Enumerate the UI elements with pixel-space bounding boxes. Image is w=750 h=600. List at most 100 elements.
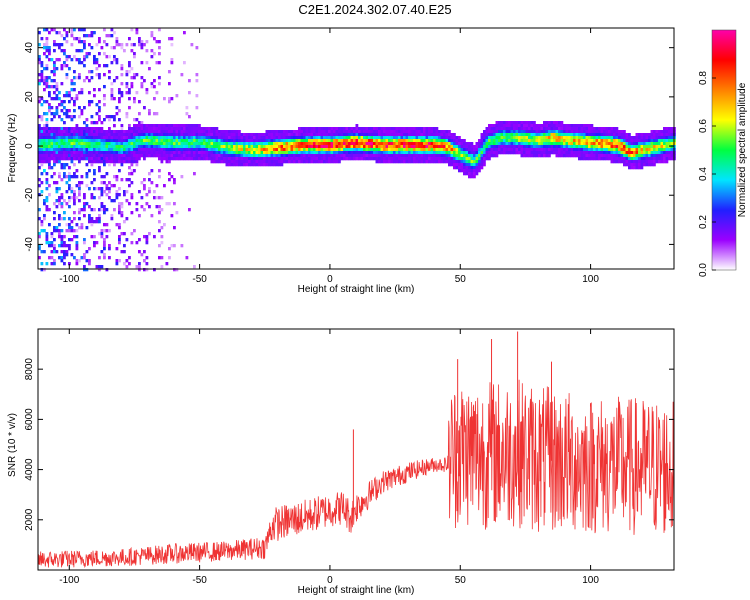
heatmap-cell bbox=[378, 151, 381, 155]
heatmap-cell bbox=[135, 154, 139, 158]
heatmap-cell bbox=[370, 157, 374, 161]
heatmap-cell bbox=[588, 139, 591, 143]
heatmap-cell bbox=[60, 139, 64, 143]
heatmap-cell bbox=[128, 64, 131, 68]
heatmap-cell bbox=[160, 196, 164, 200]
heatmap-cell bbox=[300, 160, 304, 164]
heatmap-cell bbox=[600, 130, 604, 134]
heatmap-cell bbox=[55, 250, 59, 254]
heatmap-cell bbox=[138, 112, 141, 116]
heatmap-cell bbox=[348, 151, 351, 155]
heatmap-cell bbox=[148, 133, 151, 137]
heatmap-cell bbox=[375, 154, 379, 158]
heatmap-cell bbox=[343, 139, 346, 143]
heatmap-cell bbox=[478, 145, 481, 149]
heatmap-cell bbox=[655, 133, 659, 137]
heatmap-cell bbox=[585, 130, 589, 134]
heatmap-cell bbox=[528, 154, 531, 158]
heatmap-cell bbox=[598, 151, 601, 155]
heatmap-cell bbox=[158, 151, 161, 155]
heatmap-cell bbox=[133, 142, 136, 146]
heatmap-cell bbox=[73, 88, 76, 92]
heatmap-cell bbox=[128, 172, 131, 176]
heatmap-cell bbox=[295, 130, 299, 134]
heatmap-cell bbox=[105, 187, 109, 191]
heatmap-cell bbox=[210, 130, 214, 134]
heatmap-cell bbox=[195, 136, 199, 140]
heatmap-cell bbox=[293, 154, 296, 158]
heatmap-cell bbox=[78, 130, 81, 134]
heatmap-cell bbox=[83, 43, 86, 47]
heatmap-cell bbox=[90, 154, 94, 158]
heatmap-cell bbox=[128, 88, 131, 92]
heatmap-cell bbox=[255, 136, 259, 140]
heatmap-cell bbox=[103, 97, 106, 101]
heatmap-cell bbox=[470, 142, 474, 146]
heatmap-cell bbox=[70, 151, 74, 155]
heatmap-cell bbox=[155, 142, 159, 146]
heatmap-cell bbox=[548, 136, 551, 140]
heatmap-cell bbox=[478, 142, 481, 146]
heatmap-cell bbox=[98, 136, 101, 140]
heatmap-cell bbox=[405, 127, 409, 131]
heatmap-cell bbox=[315, 127, 319, 131]
heatmap-cell bbox=[255, 160, 259, 164]
heatmap-cell bbox=[258, 145, 261, 149]
heatmap-cell bbox=[330, 160, 334, 164]
heatmap-cell bbox=[583, 124, 586, 128]
heatmap-cell bbox=[585, 136, 589, 140]
heatmap-cell bbox=[560, 139, 564, 143]
y-tick-label: 2000 bbox=[24, 508, 35, 531]
heatmap-cell bbox=[630, 145, 634, 149]
heatmap-cell bbox=[523, 151, 526, 155]
heatmap-cell bbox=[273, 148, 276, 152]
heatmap-cell bbox=[240, 163, 244, 167]
heatmap-cell bbox=[55, 142, 59, 146]
heatmap-cell bbox=[108, 130, 111, 134]
heatmap-cell bbox=[235, 136, 239, 140]
heatmap-cell bbox=[115, 223, 119, 227]
heatmap-cell bbox=[250, 151, 254, 155]
heatmap-cell bbox=[195, 154, 199, 158]
heatmap-cell bbox=[160, 130, 164, 134]
heatmap-cell bbox=[660, 133, 664, 137]
heatmap-cell bbox=[170, 175, 174, 179]
heatmap-cell bbox=[105, 235, 109, 239]
heatmap-cell bbox=[120, 145, 124, 149]
heatmap-cell bbox=[78, 160, 81, 164]
heatmap-cell bbox=[618, 148, 621, 152]
heatmap-cell bbox=[463, 154, 466, 158]
heatmap-cell bbox=[563, 130, 566, 134]
heatmap-cell bbox=[168, 157, 171, 161]
heatmap-cell bbox=[55, 97, 59, 101]
heatmap-cell bbox=[370, 133, 374, 137]
heatmap-cell bbox=[370, 139, 374, 143]
heatmap-cell bbox=[40, 190, 44, 194]
heatmap-cell bbox=[618, 154, 621, 158]
heatmap-cell bbox=[103, 157, 106, 161]
heatmap-cell bbox=[93, 121, 96, 125]
heatmap-cell bbox=[153, 151, 156, 155]
heatmap-cell bbox=[493, 127, 496, 131]
heatmap-cell bbox=[153, 130, 156, 134]
heatmap-cell bbox=[408, 148, 411, 152]
heatmap-cell bbox=[78, 73, 81, 77]
heatmap-cell bbox=[448, 151, 451, 155]
heatmap-cell bbox=[38, 133, 41, 137]
heatmap-cell bbox=[390, 145, 394, 149]
heatmap-cell bbox=[53, 172, 56, 176]
heatmap-cell bbox=[543, 139, 546, 143]
heatmap-cell bbox=[413, 160, 416, 164]
heatmap-cell bbox=[65, 76, 69, 80]
heatmap-cell bbox=[220, 154, 224, 158]
heatmap-cell bbox=[93, 148, 96, 152]
heatmap-cell bbox=[470, 166, 474, 170]
heatmap-cell bbox=[285, 145, 289, 149]
heatmap-cell bbox=[525, 124, 529, 128]
heatmap-cell bbox=[145, 142, 149, 146]
heatmap-cell bbox=[158, 145, 161, 149]
heatmap-cell bbox=[135, 133, 139, 137]
heatmap-cell bbox=[190, 130, 194, 134]
heatmap-cell bbox=[383, 139, 386, 143]
